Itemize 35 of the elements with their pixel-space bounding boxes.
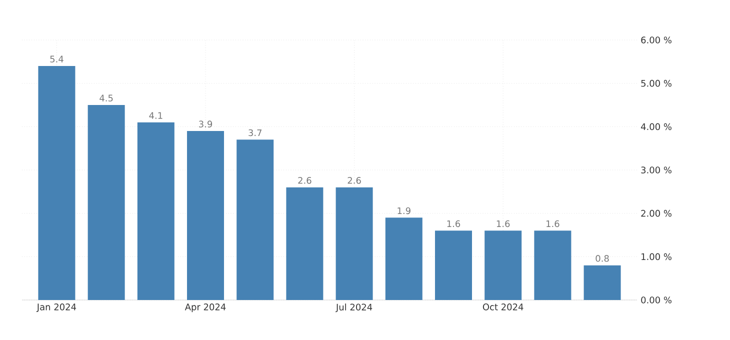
bar	[584, 265, 621, 300]
data-label: 1.6	[546, 220, 560, 228]
x-tick-label: Jan 2024	[36, 304, 76, 312]
bar	[484, 230, 522, 300]
y-tick-label: 4.00 %	[640, 123, 672, 130]
data-label: 1.6	[496, 220, 510, 228]
data-label: 1.6	[447, 220, 460, 228]
bar	[336, 187, 373, 300]
data-label: 0.8	[596, 254, 609, 262]
data-label: 2.6	[348, 176, 361, 184]
data-label: 3.9	[199, 120, 212, 128]
x-tick-label: Oct 2024	[482, 304, 524, 310]
y-tick-label: 2.00 %	[641, 210, 672, 217]
bar	[236, 140, 274, 300]
y-tick-label: 5.00 %	[641, 80, 672, 87]
data-label: 5.4	[50, 56, 64, 62]
data-label: 1.9	[398, 207, 410, 214]
bar	[435, 230, 472, 300]
y-tick-label: 3.00 %	[641, 166, 672, 174]
data-label: 4.1	[149, 112, 162, 119]
bar	[534, 230, 572, 300]
data-label: 3.7	[248, 129, 262, 136]
data-label: 4.5	[100, 94, 113, 102]
bar	[137, 122, 174, 300]
bar	[385, 218, 422, 300]
x-tick-label: Apr 2024	[184, 304, 226, 312]
bar	[187, 131, 224, 300]
y-tick-label: 0.00 %	[641, 296, 672, 304]
bar	[38, 66, 76, 300]
data-label: 2.6	[298, 176, 312, 184]
bar	[286, 187, 324, 300]
y-tick-label: 1.00 %	[642, 253, 672, 260]
bar	[88, 105, 125, 300]
y-tick-label: 6.00 %	[641, 36, 672, 44]
x-tick-label: Jul 2024	[336, 304, 372, 312]
